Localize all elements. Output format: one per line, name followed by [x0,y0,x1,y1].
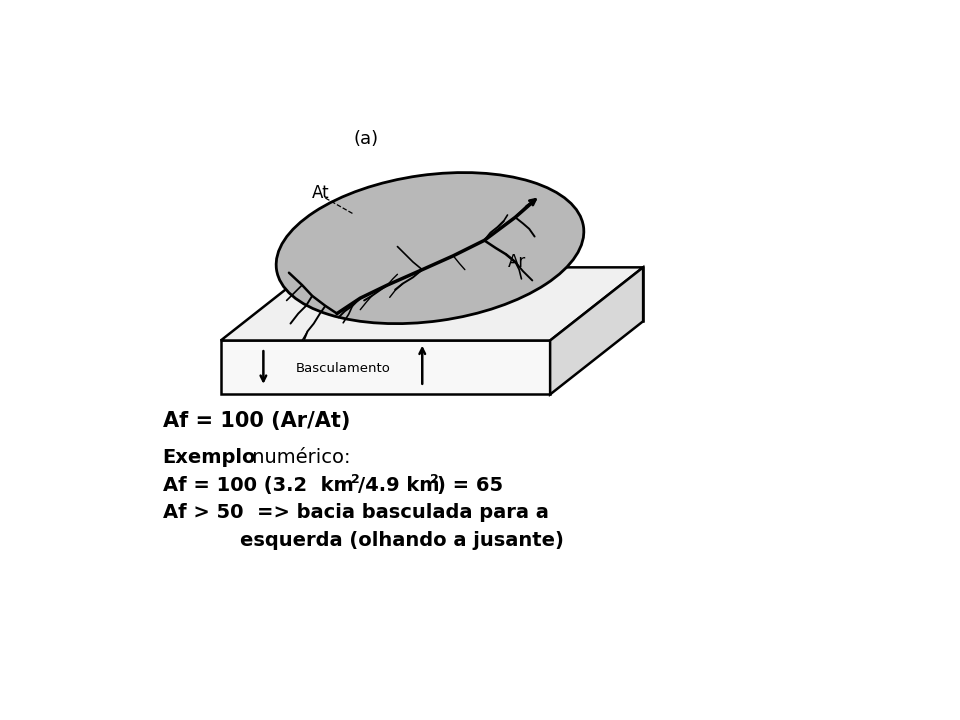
Text: Af = 100 (Ar/At): Af = 100 (Ar/At) [162,411,350,431]
Polygon shape [221,341,550,395]
Text: 2: 2 [430,473,439,487]
Polygon shape [550,267,643,395]
Text: (a): (a) [354,130,379,148]
Polygon shape [221,267,643,341]
Text: Basculamento: Basculamento [296,362,391,376]
Text: At: At [312,184,330,202]
Text: Ar: Ar [508,253,526,271]
Text: esquerda (olhando a jusante): esquerda (olhando a jusante) [240,531,564,550]
Text: 2: 2 [351,473,360,487]
Text: Af > 50  => bacia basculada para a: Af > 50 => bacia basculada para a [162,503,548,523]
Text: /4.9 km: /4.9 km [358,476,440,495]
Text: Exemplo: Exemplo [162,448,256,467]
Text: ) = 65: ) = 65 [437,476,503,495]
Text: Af = 100 (3.2  km: Af = 100 (3.2 km [162,476,353,495]
Text: numérico:: numérico: [247,448,350,467]
Ellipse shape [276,173,584,324]
